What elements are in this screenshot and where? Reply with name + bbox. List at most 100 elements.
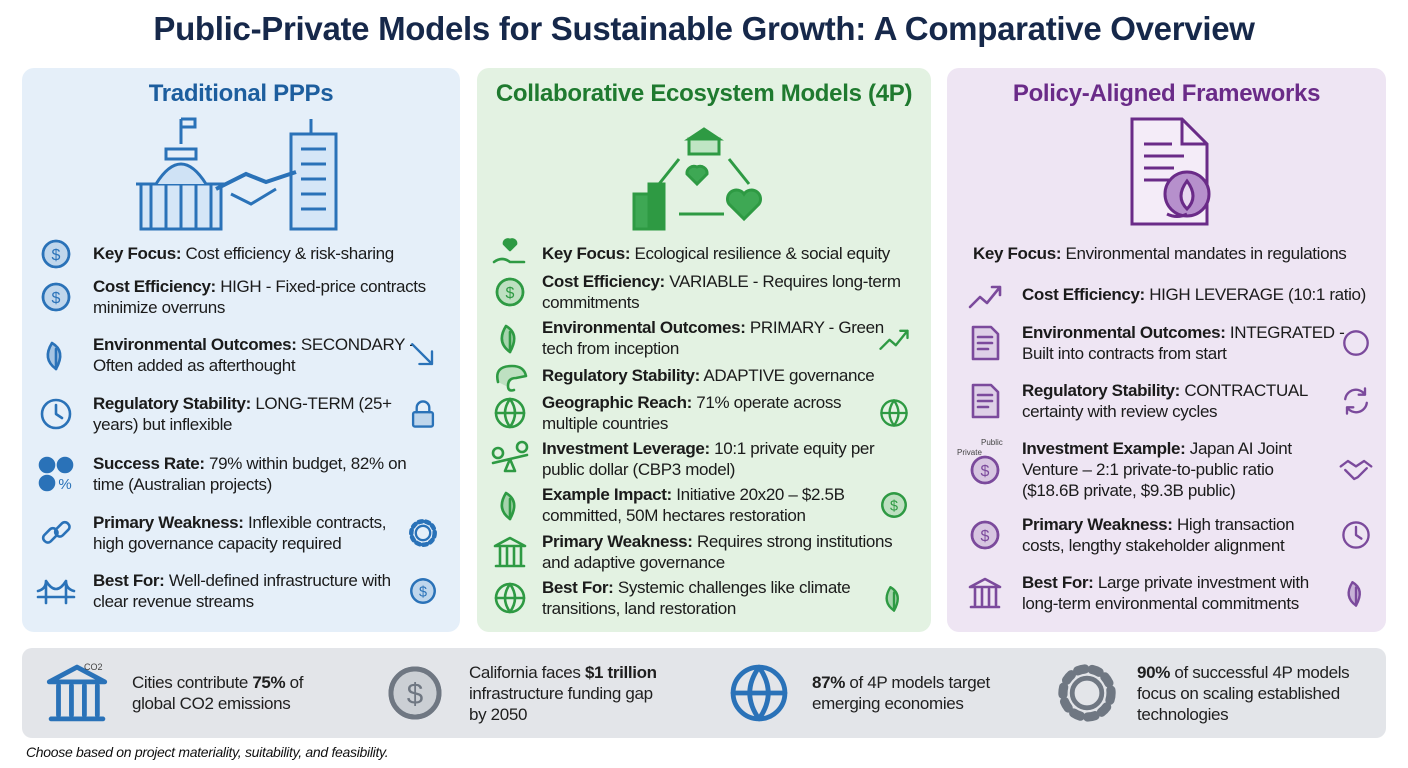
- svg-text:$: $: [981, 463, 990, 480]
- feature-text: LONG-TERM (25+: [250, 394, 392, 413]
- trend-ten-to-one-icon: [965, 275, 1005, 315]
- globe-cycle-icon: [722, 656, 796, 735]
- network-globe-icon: [876, 395, 912, 431]
- feature-text: clear revenue streams: [93, 592, 254, 611]
- footnote: Choose based on project materiality, sui…: [26, 744, 389, 760]
- feature-text: 71% operate across: [691, 393, 842, 412]
- feature-text: costs, lengthy stakeholder alignment: [1022, 536, 1285, 555]
- feature-row: Primary Weakness: High transaction costs,…: [1022, 514, 1295, 556]
- institution-icon: [490, 532, 530, 572]
- stat-text: California faces $1 trillion infrastructu…: [469, 662, 657, 725]
- trend-up-icon: [876, 320, 912, 356]
- feature-label: Cost Efficiency:: [542, 272, 665, 291]
- stat-segment: of successful 4P models: [1169, 662, 1350, 682]
- feature-label: Regulatory Stability:: [93, 394, 251, 413]
- panel-heading: Traditional PPPs: [148, 80, 334, 107]
- leaves-icon: [1338, 325, 1374, 361]
- feature-text: tech from inception: [542, 339, 679, 358]
- feature-row: Geographic Reach: 71% operate across mult…: [542, 392, 842, 434]
- globe-icon: [490, 393, 530, 433]
- feature-label: Best For:: [93, 571, 165, 590]
- chameleon-icon: [490, 356, 530, 396]
- feature-text: minimize overruns: [93, 298, 225, 317]
- feature-text: Inflexible contracts,: [243, 513, 387, 532]
- feature-text: VARIABLE - Requires long-term: [664, 272, 901, 291]
- feature-text: and adaptive governance: [542, 553, 725, 572]
- feature-row: Cost Efficiency: HIGH - Fixed-price cont…: [93, 276, 426, 318]
- feature-text: Ecological resilience & social equity: [630, 244, 891, 263]
- stat-segment: of 4P models target: [844, 673, 990, 692]
- feature-text: years) but inflexible: [93, 415, 233, 434]
- hand-dollar-icon: $: [405, 573, 441, 609]
- clock-people-icon: [1338, 517, 1374, 553]
- broken-chain-icon: [36, 513, 76, 553]
- feature-text: HIGH LEVERAGE (10:1 ratio): [1144, 285, 1366, 304]
- feature-text: HIGH - Fixed-price contracts: [215, 277, 426, 296]
- feature-row: Investment Example: Japan AI Joint Ventur…: [1022, 438, 1292, 501]
- feature-row: Primary Weakness: Inflexible contracts, h…: [93, 512, 387, 554]
- stat-segment: emerging economies: [812, 694, 964, 713]
- feature-label: Environmental Outcomes:: [93, 335, 297, 354]
- leaf-cycle-icon: [36, 335, 76, 375]
- svg-text:$: $: [506, 285, 515, 302]
- svg-text:$: $: [52, 247, 61, 264]
- feature-text: Venture – 2:1 private-to-public ratio: [1022, 460, 1274, 479]
- feature-label: Best For:: [542, 578, 614, 597]
- ecosystem-cycle-icon: [632, 127, 762, 231]
- handshake-icon: [1338, 452, 1374, 488]
- feature-text: Systemic challenges like climate: [613, 578, 851, 597]
- icon-label: Public: [981, 437, 1003, 447]
- feature-text: Built into contracts from start: [1022, 344, 1227, 363]
- stats-bar: [22, 648, 1386, 738]
- feature-row: Key Focus: Environmental mandates in reg…: [973, 243, 1347, 264]
- stat-highlight: 87%: [812, 673, 845, 692]
- feature-text: Japan AI Joint: [1185, 439, 1292, 458]
- feature-text: 79% within budget, 82% on: [204, 454, 407, 473]
- hand-dollar-icon: $: [876, 487, 912, 523]
- feature-text: commitments: [542, 293, 640, 312]
- feature-row: Best For: Large private investment with l…: [1022, 572, 1309, 614]
- feature-row: Primary Weakness: Requires strong instit…: [542, 531, 893, 573]
- feature-label: Environmental Outcomes:: [542, 318, 746, 337]
- stat-segment: California faces: [469, 662, 585, 682]
- feature-label: Investment Leverage:: [542, 439, 710, 458]
- feature-label: Regulatory Stability:: [1022, 381, 1180, 400]
- stat-segment: infrastructure funding gap: [469, 683, 653, 703]
- hand-coin-icon: $: [36, 234, 76, 274]
- arrow-down-right-icon: [405, 337, 441, 373]
- feature-row: Key Focus: Cost efficiency & risk-sharin…: [93, 243, 394, 264]
- feature-text: SECONDARY -: [296, 335, 415, 354]
- feature-text: Initiative 20x20 – $2.5B: [671, 485, 845, 504]
- stat-segment: focus on scaling established: [1137, 683, 1340, 703]
- feature-row: Best For: Well-defined infrastructure wi…: [93, 570, 391, 612]
- feature-label: Cost Efficiency:: [1022, 285, 1145, 304]
- scroll-icon: [965, 381, 1005, 421]
- feature-label: Cost Efficiency:: [93, 277, 216, 296]
- forest-icon: [876, 580, 912, 616]
- feature-text: certainty with review cycles: [1022, 402, 1218, 421]
- sprout-icon: [490, 318, 530, 358]
- coin-stacks-labeled-icon: $ Public Private: [957, 438, 1005, 490]
- svg-text:$: $: [890, 498, 898, 514]
- hand-heart-icon: [490, 234, 530, 274]
- city-co2-icon: CO2: [40, 656, 114, 735]
- stat-segment: technologies: [1137, 704, 1229, 724]
- globe-thermometer-icon: [490, 578, 530, 618]
- feature-text: high governance capacity required: [93, 534, 342, 553]
- feature-text: time (Australian projects): [93, 475, 272, 494]
- feature-row: Best For: Systemic challenges like clima…: [542, 577, 851, 619]
- feature-label: Success Rate:: [93, 454, 205, 473]
- feature-label: Key Focus:: [542, 244, 631, 263]
- feature-text: transitions, land restoration: [542, 599, 736, 618]
- panel-heading: Policy-Aligned Frameworks: [1012, 80, 1321, 107]
- stat-text: Cities contribute 75% of global CO2 emiss…: [132, 672, 304, 714]
- feature-text: ADAPTIVE governance: [699, 366, 875, 385]
- buildings-icon: [965, 573, 1005, 613]
- icon-label: Private: [957, 447, 982, 457]
- checks-percent-icon: %: [36, 454, 76, 494]
- capitol-handshake-office-icon: [136, 117, 338, 231]
- feature-row: Regulatory Stability: LONG-TERM (25+ year…: [93, 393, 392, 435]
- feature-label: Key Focus:: [93, 244, 182, 263]
- feature-text: CONTRACTUAL: [1179, 381, 1308, 400]
- svg-text:$: $: [981, 528, 990, 545]
